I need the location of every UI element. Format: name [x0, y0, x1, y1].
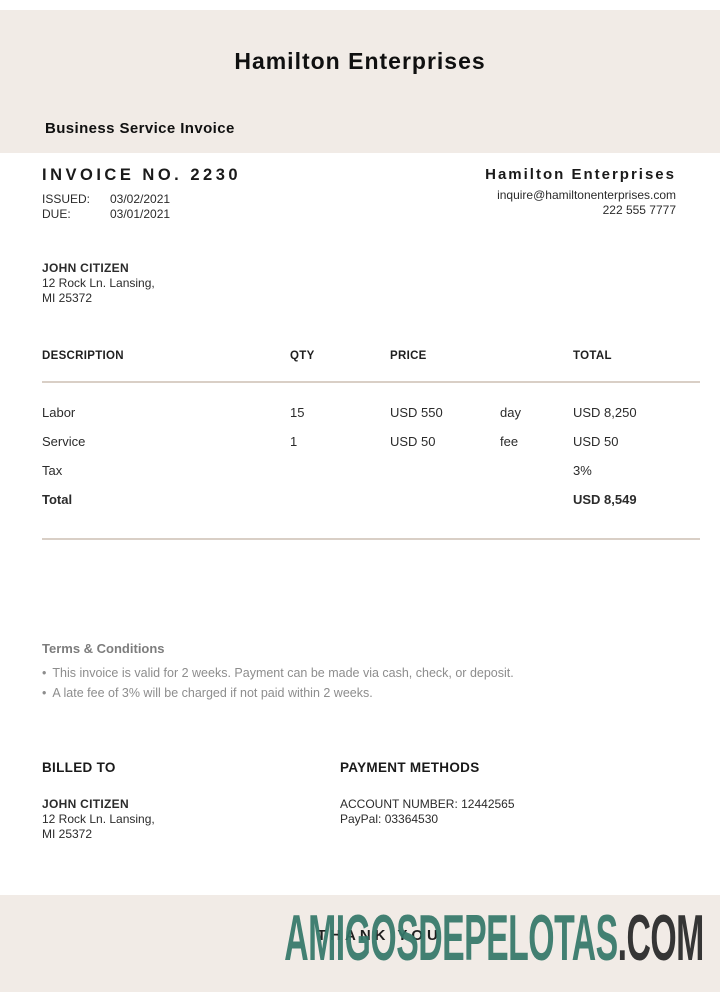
invoice-meta-left: INVOICE NO. 2230 ISSUED: 03/02/2021 DUE:… [42, 166, 241, 222]
footer-section: BILLED TO JOHN CITIZEN 12 Rock Ln. Lansi… [42, 760, 676, 842]
payment-methods-label: PAYMENT METHODS [340, 760, 480, 775]
customer-name: JOHN CITIZEN [42, 261, 129, 275]
customer-address-line2: MI 25372 [42, 291, 93, 305]
bullet-icon: • [42, 686, 47, 700]
terms-item: • A late fee of 3% will be charged if not… [42, 683, 640, 703]
table-row: Service 1 USD 50 fee USD 50 [42, 427, 700, 456]
cell-total: USD 50 [573, 434, 619, 449]
document-subtitle: Business Service Invoice [45, 120, 235, 137]
watermark: AMIGOSDEPELOTAS.COM [284, 905, 704, 970]
cell-description: Tax [42, 463, 63, 478]
issued-line: ISSUED: 03/02/2021 [42, 192, 241, 207]
terms-item-text: This invoice is valid for 2 weeks. Payme… [52, 666, 514, 680]
table-row-total: Total USD 8,549 [42, 485, 700, 514]
table-bottom-rule [42, 538, 700, 540]
watermark-main: AMIGOSDEPELOTAS [284, 901, 618, 974]
billed-to-address-line1: 12 Rock Ln. Lansing, [42, 812, 155, 826]
company-name: Hamilton Enterprises [485, 166, 676, 183]
cell-qty: 15 [290, 405, 305, 420]
issued-label: ISSUED: [42, 192, 91, 206]
billed-to-label: BILLED TO [42, 760, 116, 775]
thank-you-text: THANK YOU [317, 927, 442, 944]
footer-band: THANK YOU AMIGOSDEPELOTAS.COM [0, 895, 720, 992]
items-table: DESCRIPTION QTY PRICE TOTAL Labor 15 USD… [42, 350, 700, 540]
cell-total: USD 8,549 [573, 492, 637, 507]
terms-section: Terms & Conditions • This invoice is vali… [42, 641, 640, 703]
cell-description: Service [42, 434, 86, 449]
billed-to-address-line2: MI 25372 [42, 827, 93, 841]
table-row: Labor 15 USD 550 day USD 8,250 [42, 398, 700, 427]
terms-item: • This invoice is valid for 2 weeks. Paym… [42, 663, 640, 683]
company-title: Hamilton Enterprises [234, 48, 486, 74]
table-header-row: DESCRIPTION QTY PRICE TOTAL [42, 350, 700, 383]
cell-total: USD 8,250 [573, 405, 637, 420]
bullet-icon: • [42, 666, 47, 680]
billed-to-name: JOHN CITIZEN [42, 797, 129, 811]
table-body: Labor 15 USD 550 day USD 8,250 Service 1… [42, 383, 700, 514]
company-email: inquire@hamiltonenterprises.com [497, 188, 676, 202]
cell-total: 3% [573, 463, 592, 478]
account-number-line: ACCOUNT NUMBER: 12442565 [340, 797, 515, 811]
customer-address-block: JOHN CITIZEN 12 Rock Ln. Lansing, MI 253… [42, 261, 155, 306]
watermark-suffix: .COM [617, 901, 705, 974]
customer-address-line1: 12 Rock Ln. Lansing, [42, 276, 155, 290]
invoice-number: INVOICE NO. 2230 [42, 166, 242, 184]
billed-to-block: BILLED TO JOHN CITIZEN 12 Rock Ln. Lansi… [42, 760, 340, 842]
paypal-line: PayPal: 03364530 [340, 812, 439, 826]
terms-item-text: A late fee of 3% will be charged if not … [52, 686, 373, 700]
due-label: DUE: [42, 207, 71, 221]
cell-price: USD 550 [390, 405, 443, 420]
header-description: DESCRIPTION [42, 350, 124, 362]
cell-unit: fee [500, 434, 519, 449]
invoice-meta: INVOICE NO. 2230 ISSUED: 03/02/2021 DUE:… [42, 166, 676, 222]
payment-methods-block: PAYMENT METHODS ACCOUNT NUMBER: 12442565… [340, 760, 515, 842]
due-line: DUE: 03/01/2021 [42, 207, 241, 222]
header-band: Hamilton Enterprises Business Service In… [0, 10, 720, 153]
cell-unit: day [500, 405, 521, 420]
header-qty: QTY [290, 350, 315, 362]
header-total: TOTAL [573, 350, 612, 362]
cell-description: Total [42, 492, 73, 507]
header-price: PRICE [390, 350, 427, 362]
cell-description: Labor [42, 405, 76, 420]
terms-title: Terms & Conditions [42, 641, 165, 656]
table-row: Tax 3% [42, 456, 700, 485]
due-date: 03/01/2021 [110, 207, 171, 221]
company-phone: 222 555 7777 [602, 203, 676, 217]
cell-qty: 1 [290, 434, 298, 449]
cell-price: USD 50 [390, 434, 436, 449]
issued-date: 03/02/2021 [110, 192, 171, 206]
company-contact-block: Hamilton Enterprises inquire@hamiltonent… [485, 166, 676, 222]
